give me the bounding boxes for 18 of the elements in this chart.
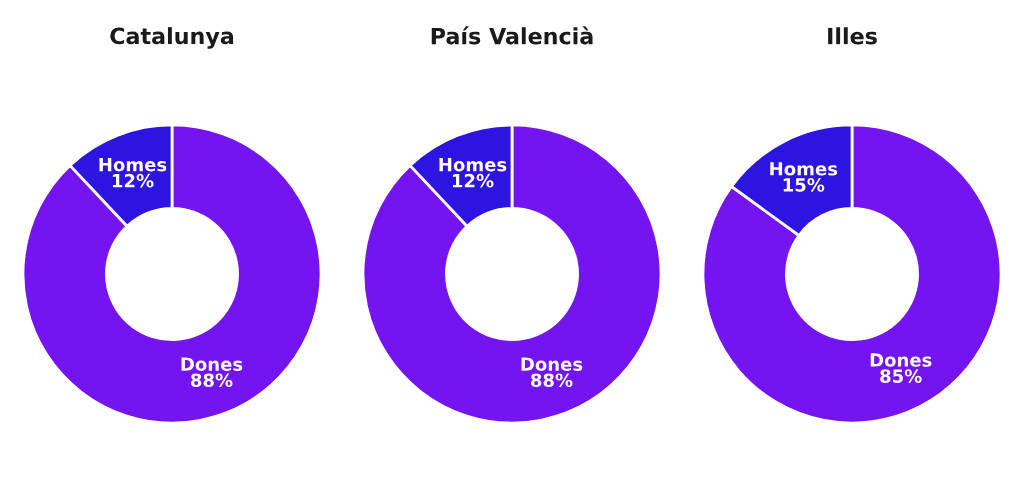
- donut-slice: [361, 123, 663, 425]
- data-label: 12%: [112, 173, 154, 188]
- slice-label: Homes: [439, 158, 507, 172]
- data-label: 85%: [880, 369, 922, 383]
- data-label: 88%: [530, 373, 573, 388]
- slice-label: Homes: [770, 162, 838, 176]
- donut-slice: [21, 123, 323, 425]
- data-label: 12%: [452, 173, 494, 188]
- chart-title: País Valencià: [431, 26, 593, 45]
- slice-label: Dones: [521, 357, 583, 371]
- chart-title: Illes: [828, 27, 877, 45]
- chart-title: Catalunya: [110, 27, 234, 49]
- slice-label: Dones: [870, 353, 932, 367]
- donut-slice: [701, 123, 1003, 425]
- slice-label: Dones: [181, 357, 243, 371]
- slice-label: Homes: [99, 158, 167, 172]
- data-label: 88%: [190, 373, 233, 388]
- data-label: 15%: [783, 178, 825, 192]
